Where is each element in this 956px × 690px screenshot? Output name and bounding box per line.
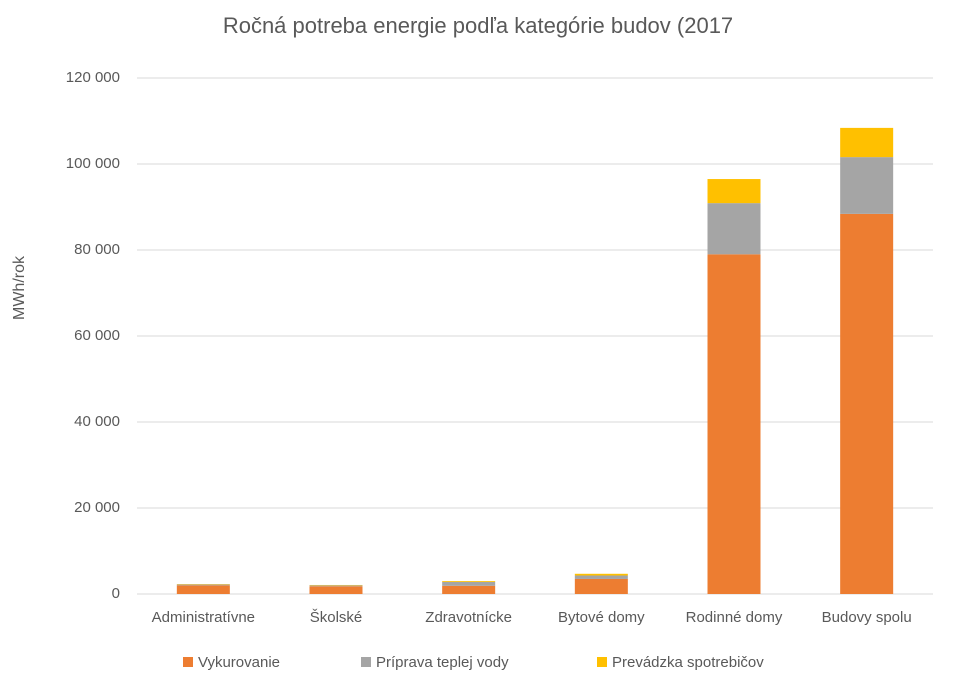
bar-segment xyxy=(309,585,363,587)
y-tick-label: 20 000 xyxy=(74,499,120,516)
y-tick-label: 0 xyxy=(112,585,120,602)
bar-segment xyxy=(707,179,761,204)
bar-segment xyxy=(574,578,628,594)
y-tick-label: 120 000 xyxy=(66,69,120,86)
bar-segment xyxy=(574,573,628,576)
x-tick-label: Administratívne xyxy=(152,609,255,626)
bar-segment xyxy=(574,575,628,579)
x-tick-label: Školské xyxy=(310,609,363,626)
bar-segment xyxy=(442,585,496,594)
legend-label: Prevádzka spotrebičov xyxy=(612,654,764,671)
bar-segment xyxy=(176,584,230,586)
legend-swatch xyxy=(361,657,371,667)
y-tick-label: 80 000 xyxy=(74,241,120,258)
bar-segment xyxy=(840,157,894,214)
bar-segment xyxy=(442,581,496,586)
bar-segment xyxy=(707,254,761,595)
x-tick-label: Bytové domy xyxy=(558,609,645,626)
legend-label: Príprava teplej vody xyxy=(376,654,509,671)
bar-segment xyxy=(442,581,496,582)
bar-segment xyxy=(840,213,894,594)
legend-swatch xyxy=(597,657,607,667)
bar-segment xyxy=(309,586,363,594)
y-tick-label: 100 000 xyxy=(66,155,120,172)
bar-segment xyxy=(176,585,230,594)
legend-label: Vykurovanie xyxy=(198,654,280,671)
legend-swatch xyxy=(183,657,193,667)
bar-segment xyxy=(840,127,894,158)
x-tick-label: Zdravotnícke xyxy=(425,609,512,626)
bar-segment xyxy=(707,203,761,255)
x-tick-label: Budovy spolu xyxy=(822,609,912,626)
y-tick-label: 40 000 xyxy=(74,413,120,430)
x-tick-label: Rodinné domy xyxy=(686,609,783,626)
y-tick-label: 60 000 xyxy=(74,327,120,344)
y-axis-label: MWh/rok xyxy=(11,255,28,320)
chart-title: Ročná potreba energie podľa kategórie bu… xyxy=(223,13,733,38)
